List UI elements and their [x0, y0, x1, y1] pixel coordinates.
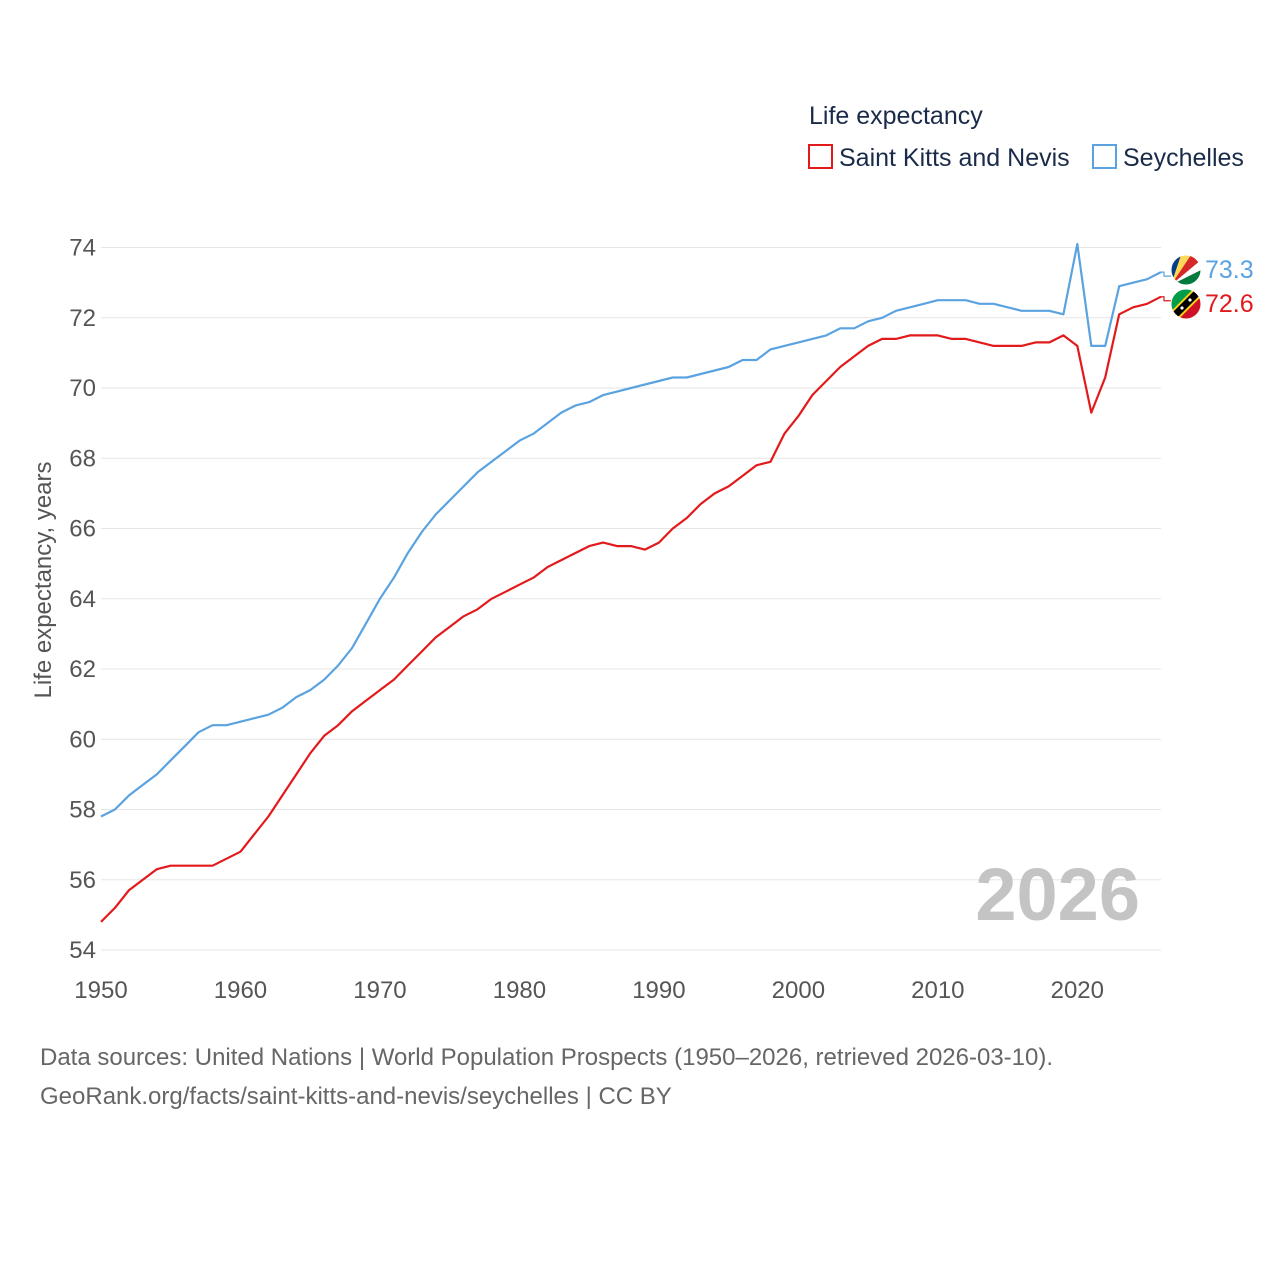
- legend-label-saint-kitts-and-nevis[interactable]: Saint Kitts and Nevis: [839, 144, 1070, 172]
- legend: Life expectancy Saint Kitts and Nevis Se…: [808, 102, 1244, 172]
- series-lines: [100, 242, 1171, 923]
- y-tick-label: 72: [69, 305, 96, 332]
- y-tick-label: 56: [69, 867, 96, 894]
- end-value-seychelles: 73.3: [1205, 256, 1254, 284]
- flag-ring-saint-kitts-and-nevis: [1170, 288, 1202, 320]
- y-tick-label: 62: [69, 656, 96, 683]
- legend-swatch-seychelles[interactable]: [1092, 144, 1117, 169]
- x-tick-label: 1960: [214, 977, 267, 1004]
- y-tick-label: 60: [69, 726, 96, 753]
- y-axis-label: Life expectancy, years: [30, 461, 57, 698]
- end-connector-saint-kitts-and-nevis: [1161, 296, 1171, 302]
- flag-ring-seychelles: [1170, 254, 1202, 286]
- x-tick-label: 1970: [353, 977, 406, 1004]
- source-line-1: Data sources: United Nations | World Pop…: [40, 1044, 1054, 1071]
- x-tick-label: 2000: [772, 977, 825, 1004]
- seychelles-flag-icon: [1171, 255, 1201, 285]
- saint-kitts-and-nevis-flag-icon: [1171, 289, 1201, 319]
- series-line-saint-kitts-and-nevis[interactable]: [100, 295, 1162, 923]
- year-watermark: 2026: [975, 853, 1140, 936]
- x-axis-ticks: 1950 1960 1970 1980 1990 2000 2010 2020: [74, 977, 1104, 1004]
- y-tick-label: 66: [69, 516, 96, 543]
- y-tick-label: 74: [69, 235, 96, 262]
- y-tick-label: 54: [69, 937, 96, 964]
- x-tick-label: 1980: [493, 977, 546, 1004]
- grid-lines: [101, 247, 1161, 951]
- y-axis-ticks: 54 56 58 60 62 64 66 68 70 72 74: [69, 235, 96, 964]
- x-tick-label: 2010: [911, 977, 964, 1004]
- x-tick-label: 2020: [1051, 977, 1104, 1004]
- legend-title: Life expectancy: [809, 102, 983, 130]
- y-tick-label: 58: [69, 797, 96, 824]
- legend-label-seychelles[interactable]: Seychelles: [1123, 144, 1244, 172]
- end-connector-seychelles: [1161, 271, 1171, 277]
- series-line-seychelles[interactable]: [100, 242, 1162, 818]
- y-tick-label: 64: [69, 586, 96, 613]
- x-tick-label: 1950: [74, 977, 127, 1004]
- source-line-2[interactable]: GeoRank.org/facts/saint-kitts-and-nevis/…: [40, 1083, 672, 1110]
- legend-swatch-saint-kitts-and-nevis[interactable]: [808, 144, 833, 169]
- x-tick-label: 1990: [632, 977, 685, 1004]
- y-tick-label: 68: [69, 445, 96, 472]
- end-value-saint-kitts-and-nevis: 72.6: [1205, 290, 1254, 318]
- y-tick-label: 70: [69, 375, 96, 402]
